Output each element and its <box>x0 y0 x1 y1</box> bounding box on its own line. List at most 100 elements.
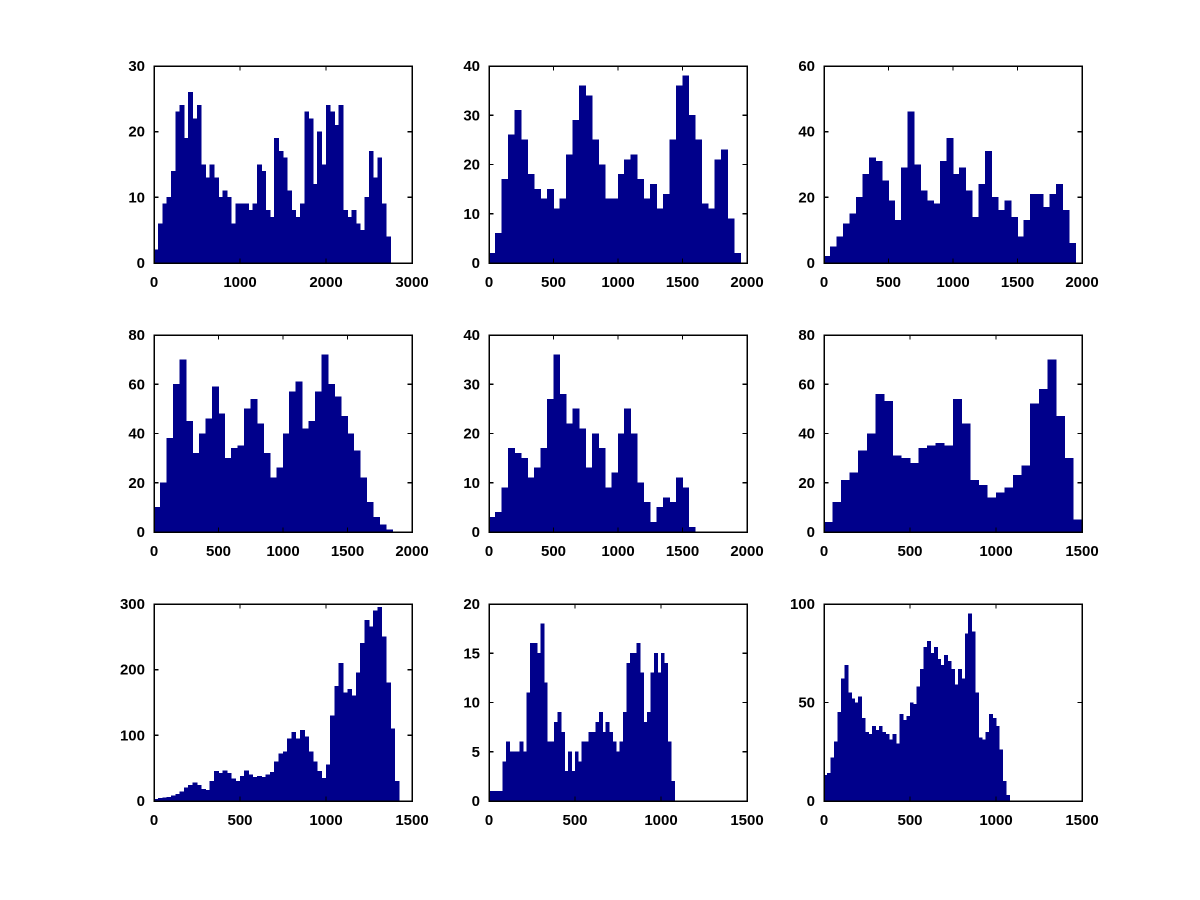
x-tick-label: 0 <box>150 274 158 291</box>
y-tick-label: 40 <box>128 426 145 443</box>
x-tick-label: 500 <box>206 543 231 560</box>
x-tick-label: 2000 <box>1065 274 1098 291</box>
y-tick-label: 80 <box>128 327 145 344</box>
x-tick-label: 1500 <box>666 274 699 291</box>
x-tick-label: 1500 <box>1065 812 1098 829</box>
y-tick-label: 5 <box>472 744 480 761</box>
x-tick-label: 500 <box>541 543 566 560</box>
axes-box <box>153 65 413 264</box>
histogram-subplot-8: 0 500 1000 1500 0 5 10 15 20 <box>463 596 763 829</box>
y-tick-label: 200 <box>120 662 145 679</box>
histogram-bars <box>488 75 741 264</box>
y-tick-label: 40 <box>463 327 480 344</box>
y-tick-label: 0 <box>807 255 815 272</box>
y-tick-label: 100 <box>790 596 815 613</box>
x-tick-label: 1000 <box>309 812 342 829</box>
histogram-bars <box>488 354 696 533</box>
x-tick-label: 1000 <box>601 274 634 291</box>
x-tick-label: 500 <box>897 543 922 560</box>
y-tick-label: 0 <box>137 255 145 272</box>
y-tick-label: 0 <box>472 524 480 541</box>
y-tick-label: 0 <box>472 793 480 810</box>
x-tick-label: 0 <box>150 812 158 829</box>
axes-box <box>153 603 413 802</box>
y-tick-label: 40 <box>463 58 480 75</box>
y-tick-label: 80 <box>798 327 815 344</box>
histogram-subplot-5: 0 500 1000 1500 2000 0 10 20 30 40 <box>463 327 763 560</box>
x-tick-label: 1500 <box>666 543 699 560</box>
x-tick-label: 2000 <box>395 543 428 560</box>
y-tick-label: 40 <box>798 426 815 443</box>
y-tick-label: 15 <box>463 645 480 662</box>
histogram-subplot-1: 0 1000 2000 3000 0 10 20 30 <box>128 58 428 291</box>
x-tick-label: 1500 <box>1065 543 1098 560</box>
x-tick-label: 0 <box>820 812 828 829</box>
x-tick-label: 1000 <box>266 543 299 560</box>
x-tick-label: 0 <box>820 274 828 291</box>
y-tick-label: 300 <box>120 596 145 613</box>
x-tick-label: 0 <box>485 274 493 291</box>
histogram-bars <box>153 354 393 533</box>
x-tick-label: 500 <box>876 274 901 291</box>
y-tick-label: 10 <box>463 206 480 223</box>
histogram-subplot-6: 0 500 1000 1500 0 20 40 60 80 <box>798 327 1098 560</box>
x-tick-label: 2000 <box>309 274 342 291</box>
histogram-subplot-9: 0 500 1000 1500 0 50 100 <box>790 596 1099 829</box>
x-tick-label: 2000 <box>730 543 763 560</box>
histogram-bars <box>488 623 676 802</box>
x-tick-label: 1500 <box>395 812 428 829</box>
y-tick-label: 20 <box>128 124 145 141</box>
x-tick-label: 1000 <box>979 543 1012 560</box>
y-tick-label: 60 <box>798 376 815 393</box>
x-tick-label: 0 <box>485 812 493 829</box>
histogram-bars <box>153 607 400 802</box>
y-tick-label: 20 <box>798 189 815 206</box>
y-tick-label: 0 <box>472 255 480 272</box>
y-tick-label: 20 <box>463 426 480 443</box>
y-tick-label: 20 <box>463 157 480 174</box>
histogram-bars <box>823 613 1011 802</box>
histogram-bars <box>153 92 391 264</box>
x-tick-label: 500 <box>541 274 566 291</box>
histogram-bars <box>823 111 1076 264</box>
x-tick-label: 1500 <box>1001 274 1034 291</box>
histogram-subplot-4: 0 500 1000 1500 2000 0 20 40 60 80 <box>128 327 428 560</box>
y-tick-label: 0 <box>807 524 815 541</box>
histogram-subplot-2: 0 500 1000 1500 2000 0 10 20 30 40 <box>463 58 763 291</box>
y-tick-label: 100 <box>120 727 145 744</box>
x-tick-label: 2000 <box>730 274 763 291</box>
x-tick-label: 500 <box>897 812 922 829</box>
x-tick-label: 1000 <box>601 543 634 560</box>
y-tick-label: 10 <box>128 189 145 206</box>
x-tick-label: 3000 <box>395 274 428 291</box>
x-tick-label: 500 <box>227 812 252 829</box>
x-tick-label: 1500 <box>331 543 364 560</box>
histogram-subplot-7: 0 500 1000 1500 0 100 200 300 <box>120 596 429 829</box>
y-tick-label: 10 <box>463 695 480 712</box>
y-tick-label: 0 <box>137 524 145 541</box>
x-tick-label: 1500 <box>730 812 763 829</box>
x-tick-label: 1000 <box>223 274 256 291</box>
y-tick-label: 50 <box>798 695 815 712</box>
histogram-bars <box>823 359 1083 533</box>
x-tick-label: 1000 <box>979 812 1012 829</box>
y-tick-label: 60 <box>798 58 815 75</box>
x-tick-label: 1000 <box>936 274 969 291</box>
y-tick-label: 0 <box>137 793 145 810</box>
x-tick-label: 0 <box>485 543 493 560</box>
x-tick-label: 1000 <box>644 812 677 829</box>
x-tick-label: 0 <box>150 543 158 560</box>
histogram-subplot-3: 0 500 1000 1500 2000 0 20 40 60 <box>798 58 1098 291</box>
y-tick-label: 0 <box>807 793 815 810</box>
y-tick-label: 10 <box>463 475 480 492</box>
y-tick-label: 60 <box>128 376 145 393</box>
y-tick-label: 20 <box>463 596 480 613</box>
y-tick-label: 20 <box>128 475 145 492</box>
y-tick-label: 40 <box>798 124 815 141</box>
y-tick-label: 30 <box>463 376 480 393</box>
y-tick-label: 30 <box>463 107 480 124</box>
y-tick-label: 20 <box>798 475 815 492</box>
y-tick-label: 30 <box>128 58 145 75</box>
x-tick-label: 0 <box>820 543 828 560</box>
